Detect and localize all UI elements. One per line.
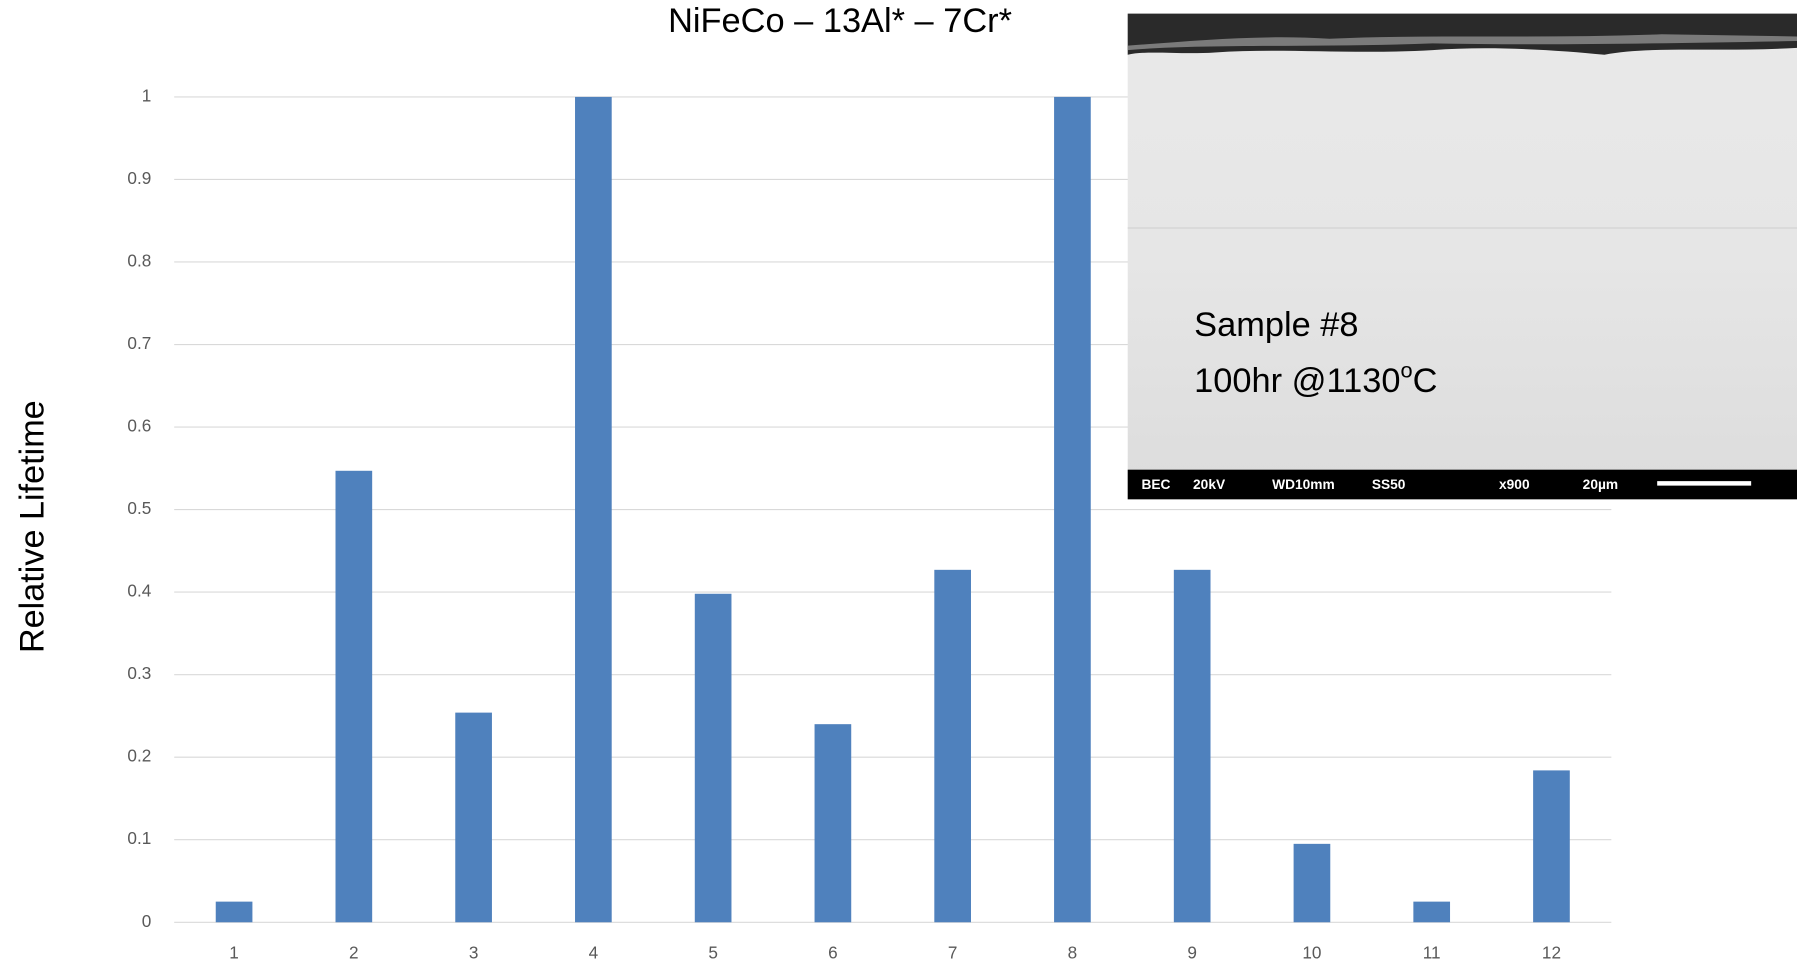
y-tick-label: 0.1: [127, 828, 151, 848]
x-tick-label: 11: [1423, 943, 1441, 963]
y-tick-label: 0.8: [127, 251, 151, 271]
x-tick-label: 4: [589, 943, 599, 963]
bar: [1293, 843, 1331, 923]
info-text: 20kV: [1193, 477, 1226, 492]
x-tick-label: 8: [1068, 943, 1078, 963]
bar: [335, 470, 373, 923]
bar: [1173, 569, 1211, 923]
info-text: 20µm: [1583, 477, 1618, 492]
y-tick-label: 0.2: [127, 746, 151, 766]
bar: [575, 96, 612, 923]
y-tick-label: 1: [142, 85, 152, 105]
y-tick-label: 0.5: [127, 498, 151, 518]
bar: [1533, 770, 1570, 923]
sem-image: [1127, 13, 1797, 500]
x-tick-label: 5: [708, 943, 718, 963]
y-tick-label: 0.4: [127, 581, 151, 601]
inset-text: 100hr @1130: [1194, 362, 1400, 400]
y-axis-label: Relative Lifetime: [13, 400, 51, 653]
sem-inset: BEC 20kV WD10mm SS50 x900 20µm Sample #8 100h…: [1127, 13, 1797, 500]
info-text: WD10mm: [1272, 477, 1335, 492]
inset-label: Sample #8: [1194, 306, 1358, 344]
x-tick-label: 12: [1542, 943, 1561, 963]
bar: [814, 724, 852, 923]
bar: [215, 901, 253, 923]
inset-sup: o: [1400, 357, 1412, 382]
oxide-edge: [1127, 34, 1797, 51]
oxide-layer: [1127, 13, 1797, 55]
chart-title: NiFeCo – 13Al* – 7Cr*: [668, 2, 1012, 40]
y-tick-label: 0.9: [127, 168, 151, 188]
y-tick-label: 0: [142, 911, 152, 931]
x-tick-label: 1: [229, 943, 239, 963]
x-tick-label: 9: [1187, 943, 1197, 963]
y-tick-label: 0.7: [127, 333, 151, 353]
bar: [1054, 96, 1091, 923]
inset-label: 100hr @1130oC: [1194, 357, 1437, 400]
info-text: SS50: [1372, 477, 1406, 492]
info-text: BEC: [1141, 477, 1170, 492]
bar: [934, 569, 971, 923]
info-text: x900: [1499, 477, 1530, 492]
bar: [1413, 901, 1451, 923]
x-tick-label: 2: [349, 943, 359, 963]
plot-area: 00.10.20.30.40.50.60.70.80.911 2 3 4 5 6 7 8 9 10…: [127, 85, 1612, 963]
x-tick-label: 6: [828, 943, 838, 963]
inset-text: C: [1413, 362, 1438, 400]
x-tick-label: 3: [469, 943, 479, 963]
bar: [694, 593, 732, 923]
info-texts: BEC 20kV WD10mm SS50 x900 20µm: [1141, 477, 1618, 492]
x-tick-label: 7: [948, 943, 958, 963]
y-tick-label: 0.6: [127, 416, 151, 436]
x-tick-label: 10: [1302, 943, 1321, 963]
y-tick-label: 0.3: [127, 663, 151, 683]
bar: [455, 712, 492, 923]
